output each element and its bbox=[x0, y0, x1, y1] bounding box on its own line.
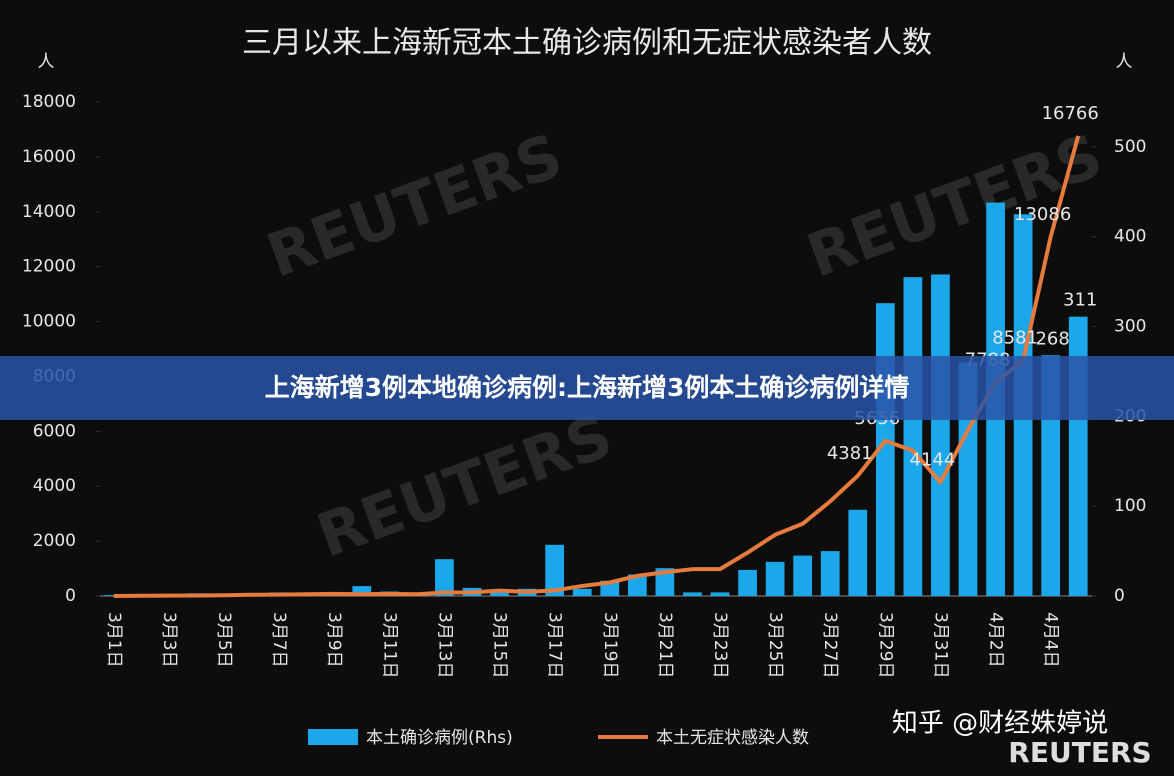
y-tick-label: 10000 bbox=[22, 312, 76, 332]
y-tick-label: 2000 bbox=[33, 531, 76, 551]
data-label: 4381 bbox=[827, 443, 873, 464]
watermark-logo: REUTERS bbox=[308, 401, 621, 572]
y-tick-label: 0 bbox=[65, 586, 76, 606]
bar bbox=[572, 588, 592, 596]
x-tick-label: 3月11日 bbox=[379, 612, 399, 678]
bar bbox=[848, 509, 868, 596]
x-tick-label: 3月1日 bbox=[104, 612, 124, 668]
bar bbox=[352, 586, 372, 596]
y2-axis-label: 人 bbox=[1116, 52, 1133, 72]
bar bbox=[655, 568, 675, 596]
y2-tick-label: 0 bbox=[1114, 586, 1125, 606]
data-label: 8581 bbox=[992, 327, 1038, 348]
chart-title: 三月以来上海新冠本土确诊病例和无症状感染者人数 bbox=[242, 26, 932, 61]
y-tick-label: 6000 bbox=[33, 421, 76, 441]
legend-swatch bbox=[308, 729, 358, 745]
bar bbox=[435, 559, 454, 596]
bar bbox=[545, 544, 565, 596]
x-tick-label: 3月21日 bbox=[655, 612, 675, 678]
bar bbox=[710, 592, 730, 596]
bar bbox=[931, 274, 950, 596]
watermark-logo: REUTERS bbox=[258, 121, 571, 292]
bar bbox=[765, 561, 785, 596]
y2-tick-label: 100 bbox=[1114, 496, 1146, 516]
bar bbox=[793, 555, 813, 596]
legend-label: 本土确诊病例(Rhs) bbox=[366, 728, 513, 748]
data-label: 4144 bbox=[910, 449, 956, 470]
x-tick-label: 3月5日 bbox=[214, 612, 234, 668]
data-label: 16766 bbox=[1042, 103, 1099, 124]
bar bbox=[627, 574, 647, 596]
data-label: 268 bbox=[1035, 328, 1069, 349]
x-tick-label: 3月9日 bbox=[324, 612, 344, 668]
y-axis-label: 人 bbox=[38, 52, 55, 72]
x-tick-label: 3月27日 bbox=[820, 612, 840, 678]
watermark-text: 知乎 @财经姝婷说 bbox=[892, 709, 1108, 739]
bar bbox=[820, 551, 840, 596]
y2-tick-label: 300 bbox=[1114, 317, 1146, 337]
x-tick-label: 3月7日 bbox=[269, 612, 289, 668]
y-tick-label: 12000 bbox=[22, 257, 76, 277]
x-tick-label: 3月19日 bbox=[600, 612, 620, 678]
x-tick-label: 3月23日 bbox=[710, 612, 730, 678]
legend-label: 本土无症状感染人数 bbox=[656, 728, 809, 748]
y-tick-label: 14000 bbox=[22, 202, 76, 222]
bar bbox=[683, 592, 702, 596]
data-label: 311 bbox=[1063, 290, 1097, 311]
x-tick-label: 3月29日 bbox=[875, 612, 895, 678]
x-tick-label: 4月4日 bbox=[1041, 612, 1061, 668]
banner-band bbox=[0, 356, 1174, 420]
x-tick-label: 4月2日 bbox=[986, 612, 1006, 668]
x-tick-label: 3月25日 bbox=[765, 612, 785, 678]
x-tick-label: 3月3日 bbox=[159, 612, 179, 668]
y-tick-label: 18000 bbox=[22, 92, 76, 112]
x-tick-label: 3月17日 bbox=[545, 612, 565, 678]
bar bbox=[490, 591, 509, 596]
x-tick-label: 3月13日 bbox=[434, 612, 454, 678]
y2-tick-label: 500 bbox=[1114, 137, 1146, 157]
data-label: 13086 bbox=[1014, 204, 1071, 225]
banner-text: 上海新增3例本地确诊病例:上海新增3例本土确诊病例详情 bbox=[265, 373, 910, 402]
bar bbox=[903, 277, 923, 596]
source-logo: REUTERS bbox=[1008, 736, 1151, 769]
y-tick-label: 16000 bbox=[22, 147, 76, 167]
watermark-layer: REUTERS REUTERS REUTERS bbox=[258, 121, 1111, 572]
line bbox=[113, 135, 1081, 598]
bar bbox=[738, 569, 757, 596]
x-tick-label: 3月31日 bbox=[930, 612, 950, 678]
y2-tick-label: 400 bbox=[1114, 227, 1146, 247]
y-tick-label: 4000 bbox=[33, 476, 76, 496]
x-tick-label: 3月15日 bbox=[490, 612, 510, 678]
